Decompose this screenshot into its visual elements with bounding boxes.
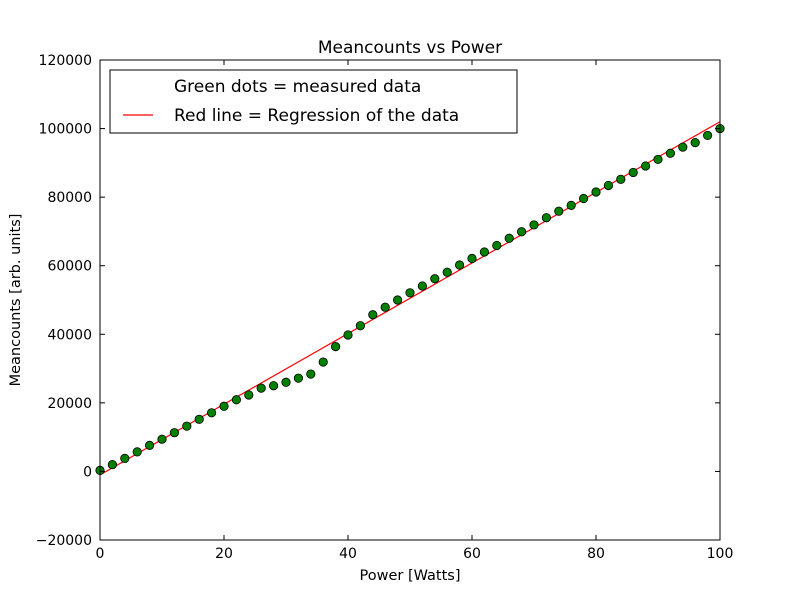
plot-frame xyxy=(99,59,721,541)
data-point xyxy=(566,200,576,210)
y-tick-label: 40000 xyxy=(47,327,92,343)
data-point xyxy=(492,240,502,251)
data-point xyxy=(343,330,353,340)
data-point xyxy=(454,260,465,270)
data-point xyxy=(306,369,316,379)
y-tick-label: 20000 xyxy=(47,396,92,412)
data-point xyxy=(516,227,527,237)
data-point xyxy=(256,383,266,393)
x-tick-label: 40 xyxy=(339,546,357,562)
data-point xyxy=(219,401,229,411)
legend-entry-regression: Red line = Regression of the data xyxy=(174,106,459,126)
x-tick-label: 100 xyxy=(707,546,734,562)
data-point xyxy=(591,187,601,197)
data-point xyxy=(281,377,291,387)
y-tick-label: 0 xyxy=(83,464,92,480)
data-point xyxy=(169,428,179,438)
x-axis-label: Power [Watts] xyxy=(360,568,461,584)
x-tick-label: 60 xyxy=(463,546,481,562)
data-point xyxy=(107,459,118,470)
legend-box xyxy=(109,69,518,134)
data-point xyxy=(578,193,589,204)
data-point xyxy=(157,434,167,444)
data-point xyxy=(182,421,192,431)
data-point xyxy=(244,390,254,400)
y-tick-label: 60000 xyxy=(47,259,92,275)
chart-title: Meancounts vs Power xyxy=(318,38,502,58)
data-point xyxy=(120,453,130,463)
data-point xyxy=(616,174,626,184)
data-point xyxy=(442,267,452,277)
data-point xyxy=(145,440,155,450)
data-point xyxy=(330,342,341,352)
data-point xyxy=(603,180,614,191)
data-point xyxy=(702,130,713,141)
data-point xyxy=(355,321,365,331)
y-tick-label: 80000 xyxy=(47,190,92,206)
legend-entry-measured: Green dots = measured data xyxy=(174,77,421,97)
data-point xyxy=(417,281,427,291)
data-point xyxy=(541,213,552,223)
data-point xyxy=(368,310,378,320)
data-point xyxy=(529,220,539,230)
data-point xyxy=(231,395,241,405)
data-point xyxy=(653,154,663,165)
data-point xyxy=(392,295,403,305)
data-point xyxy=(554,206,564,216)
data-point xyxy=(194,414,204,424)
data-point xyxy=(207,408,217,418)
y-tick-label: −20000 xyxy=(36,533,92,549)
data-point xyxy=(504,233,514,243)
y-axis-label: Meancounts [arb. units] xyxy=(8,214,24,387)
data-point xyxy=(665,148,676,158)
x-tick-label: 20 xyxy=(215,546,233,562)
y-tick-label: 100000 xyxy=(39,122,92,138)
data-point xyxy=(380,302,390,312)
regression-line xyxy=(99,121,721,476)
data-point xyxy=(405,288,415,298)
y-tick-label: 120000 xyxy=(39,53,92,69)
data-point xyxy=(467,253,477,264)
data-point xyxy=(132,447,142,457)
data-point xyxy=(268,381,279,391)
data-point xyxy=(628,167,638,178)
plot-area xyxy=(95,121,725,476)
data-point xyxy=(293,373,303,383)
data-point xyxy=(479,247,489,257)
axes: 0 20 40 60 80 100−200000200004000060000800001… xyxy=(36,53,734,562)
data-point xyxy=(678,142,688,152)
data-point xyxy=(430,274,440,284)
data-point xyxy=(690,138,700,148)
x-tick-label: 0 xyxy=(96,546,105,562)
legend: Green dots = measured data Red line = Re… xyxy=(109,69,518,134)
data-point xyxy=(640,161,651,171)
data-point xyxy=(318,357,328,367)
x-tick-label: 80 xyxy=(587,546,605,562)
